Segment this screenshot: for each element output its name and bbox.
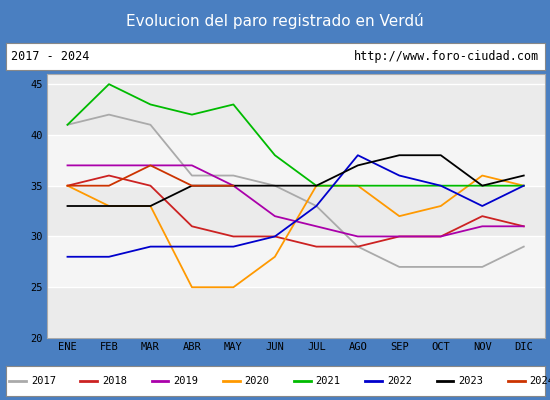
Bar — [47, 236, 544, 287]
Bar — [47, 186, 544, 236]
Text: 2021: 2021 — [316, 376, 341, 386]
Text: 2019: 2019 — [173, 376, 199, 386]
Bar — [47, 84, 544, 135]
Text: 2017: 2017 — [31, 376, 56, 386]
Bar — [47, 135, 544, 186]
Text: Evolucion del paro registrado en Verdú: Evolucion del paro registrado en Verdú — [126, 13, 424, 29]
Text: 2017 - 2024: 2017 - 2024 — [11, 50, 89, 63]
Text: 2023: 2023 — [458, 376, 483, 386]
Text: 2020: 2020 — [245, 376, 270, 386]
Bar — [47, 287, 544, 338]
Text: http://www.foro-ciudad.com: http://www.foro-ciudad.com — [354, 50, 539, 63]
Text: 2024: 2024 — [530, 376, 550, 386]
Text: 2022: 2022 — [387, 376, 412, 386]
Text: 2018: 2018 — [102, 376, 127, 386]
